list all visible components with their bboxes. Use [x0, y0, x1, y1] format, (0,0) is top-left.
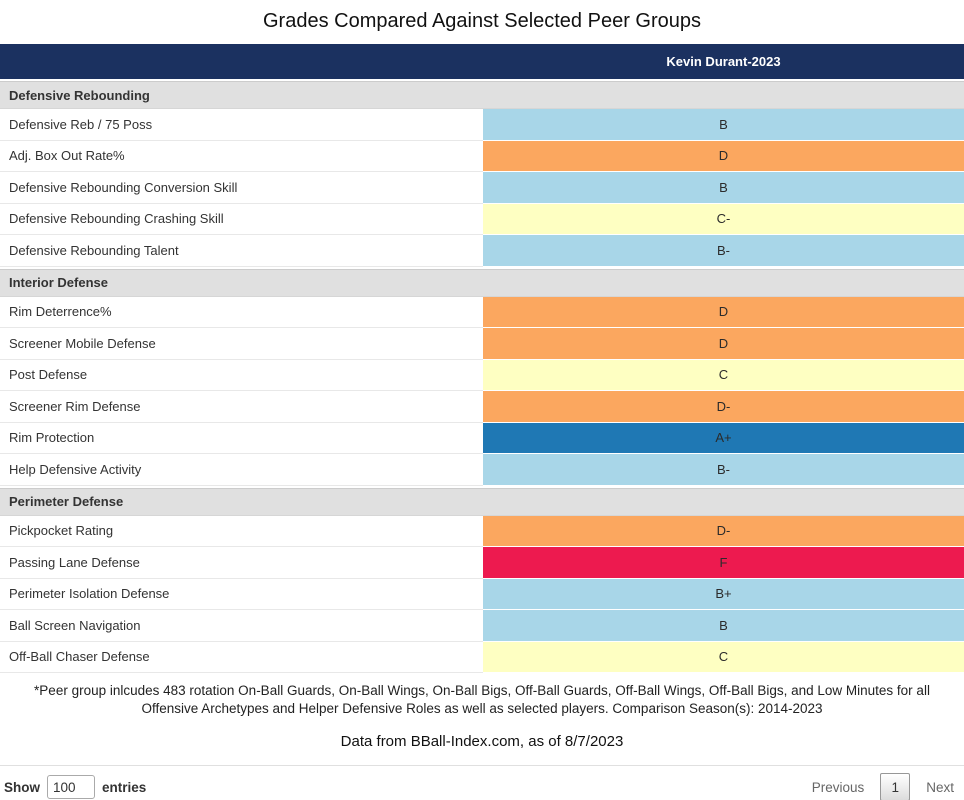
metric-label: Rim Deterrence%	[0, 296, 483, 328]
table-row: Off-Ball Chaser Defense C	[0, 641, 964, 673]
metric-label: Off-Ball Chaser Defense	[0, 641, 483, 673]
table-column-header: Kevin Durant-2023	[0, 44, 964, 79]
grade-cell: D	[483, 296, 964, 328]
peer-group-footnote: *Peer group inlcudes 483 rotation On-Bal…	[34, 683, 930, 716]
table-row: Passing Lane Defense F	[0, 547, 964, 579]
table-row: Help Defensive Activity B-	[0, 454, 964, 486]
metric-label: Defensive Rebounding Talent	[0, 235, 483, 267]
grade-cell: D	[483, 328, 964, 360]
grade-cell: C-	[483, 203, 964, 235]
metric-label: Help Defensive Activity	[0, 454, 483, 486]
next-button[interactable]: Next	[926, 779, 954, 795]
metric-label: Post Defense	[0, 359, 483, 391]
metric-label: Ball Screen Navigation	[0, 610, 483, 642]
table-row: Pickpocket Rating D-	[0, 515, 964, 547]
metric-label: Screener Mobile Defense	[0, 328, 483, 360]
show-entries-control: Show entries	[4, 775, 146, 799]
grade-cell: D-	[483, 515, 964, 547]
table-row: Adj. Box Out Rate% D	[0, 140, 964, 172]
table-row: Defensive Rebounding Talent B-	[0, 235, 964, 267]
section-header: Perimeter Defense	[0, 487, 964, 516]
section-header: Defensive Rebounding	[0, 81, 964, 109]
grade-cell: B	[483, 610, 964, 642]
player-column-header: Kevin Durant-2023	[666, 54, 781, 69]
metric-label: Defensive Reb / 75 Poss	[0, 109, 483, 141]
table-row: Defensive Reb / 75 Poss B	[0, 109, 964, 141]
section-header: Interior Defense	[0, 268, 964, 297]
page-number-button[interactable]: 1	[880, 773, 911, 800]
grade-cell: B-	[483, 454, 964, 486]
table-row: Post Defense C	[0, 359, 964, 391]
table-row: Rim Protection A+	[0, 422, 964, 454]
grade-cell: F	[483, 547, 964, 579]
metric-label: Screener Rim Defense	[0, 391, 483, 423]
table-controls-bar: Show entries Previous 1 Next	[0, 765, 964, 800]
metric-label: Pickpocket Rating	[0, 515, 483, 547]
table-row: Rim Deterrence% D	[0, 296, 964, 328]
table-row: Ball Screen Navigation B	[0, 610, 964, 642]
grade-cell: C	[483, 359, 964, 391]
data-attribution: Data from BBall-Index.com, as of 8/7/202…	[340, 733, 624, 750]
metric-label: Rim Protection	[0, 422, 483, 454]
grade-cell: B	[483, 172, 964, 204]
grade-cell: B-	[483, 235, 964, 267]
grade-cell: B	[483, 109, 964, 141]
grades-table: Defensive Rebounding Defensive Reb / 75 P…	[0, 81, 964, 673]
grade-cell: D-	[483, 391, 964, 423]
metric-label: Defensive Rebounding Conversion Skill	[0, 172, 483, 204]
metric-label: Defensive Rebounding Crashing Skill	[0, 203, 483, 235]
pagination: Previous 1 Next	[812, 773, 954, 800]
grade-cell: D	[483, 140, 964, 172]
entries-count-input[interactable]	[47, 775, 95, 799]
table-row: Perimeter Isolation Defense B+	[0, 578, 964, 610]
show-label: Show	[4, 779, 40, 795]
grade-cell: A+	[483, 422, 964, 454]
table-row: Defensive Rebounding Crashing Skill C-	[0, 203, 964, 235]
metric-label: Adj. Box Out Rate%	[0, 140, 483, 172]
grade-cell: C	[483, 641, 964, 673]
metric-label: Passing Lane Defense	[0, 547, 483, 579]
previous-button[interactable]: Previous	[811, 779, 865, 795]
table-row: Screener Rim Defense D-	[0, 391, 964, 423]
page-title: Grades Compared Against Selected Peer Gr…	[262, 10, 702, 32]
table-row: Defensive Rebounding Conversion Skill B	[0, 172, 964, 204]
table-row: Screener Mobile Defense D	[0, 328, 964, 360]
grade-cell: B+	[483, 578, 964, 610]
metric-label: Perimeter Isolation Defense	[0, 578, 483, 610]
entries-label: entries	[102, 779, 147, 795]
